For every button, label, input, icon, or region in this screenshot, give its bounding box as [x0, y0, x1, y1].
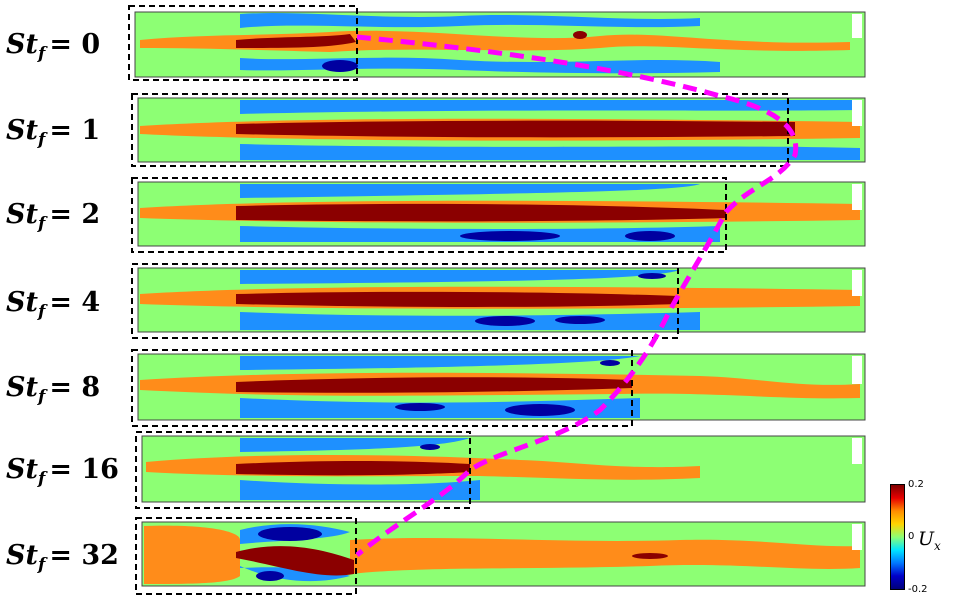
label-stf-8: Stf = 8 [6, 372, 101, 407]
box-stf-16 [135, 431, 471, 509]
box-stf-32 [135, 517, 357, 595]
panel-stf-32 [141, 521, 866, 587]
panel-stf-0 [134, 11, 866, 78]
box-stf-8 [131, 349, 633, 427]
panel-stf-8 [137, 353, 866, 421]
box-stf-0 [128, 5, 358, 81]
box-stf-2 [131, 177, 727, 253]
panel-stf-4 [137, 267, 866, 333]
label-stf-32: Stf = 32 [6, 540, 119, 575]
panel-stf-1 [137, 97, 866, 163]
colorbar-mid-label: 0 [908, 531, 915, 542]
label-stf-4: Stf = 4 [6, 287, 101, 322]
colorbar-max-label: 0.2 [908, 479, 924, 490]
panel-stf-2 [137, 181, 866, 247]
colorbar-min-label: -0.2 [908, 584, 928, 595]
panel-stf-16 [141, 435, 866, 503]
box-stf-4 [131, 263, 679, 339]
label-stf-16: Stf = 16 [6, 454, 119, 489]
label-stf-2: Stf = 2 [6, 199, 101, 234]
colorbar [890, 484, 905, 590]
trend-line [355, 34, 799, 557]
label-stf-0: Stf = 0 [6, 29, 101, 64]
label-stf-1: Stf = 1 [6, 115, 101, 150]
colorbar-title: Ux [918, 528, 941, 553]
